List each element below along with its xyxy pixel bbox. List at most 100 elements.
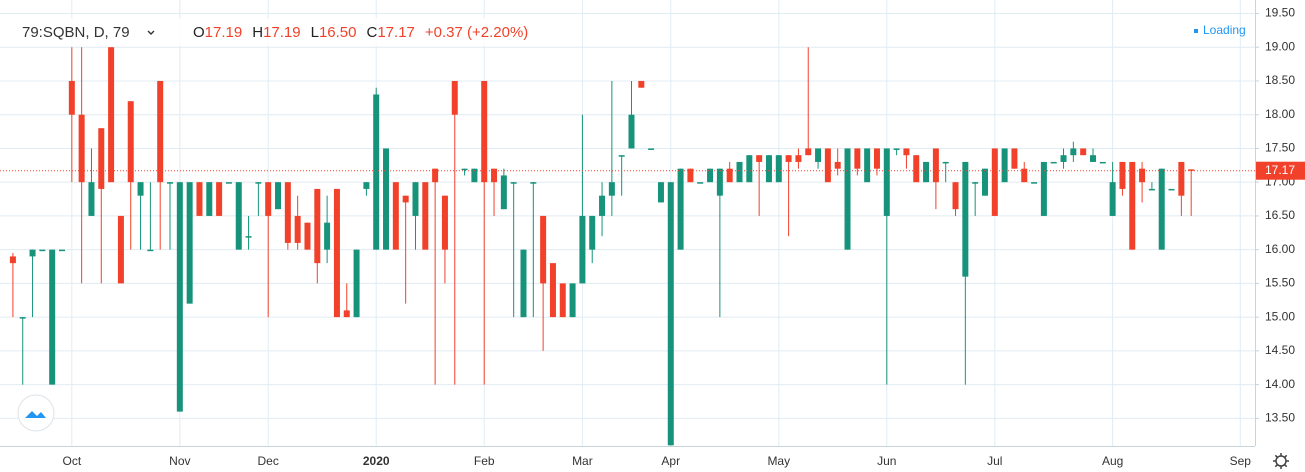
- field-label: O: [193, 24, 205, 41]
- candle-body: [491, 168, 498, 183]
- y-tick-label: 17.50: [1265, 141, 1295, 155]
- candle-body: [363, 182, 370, 189]
- candle-body: [883, 148, 890, 216]
- candle-body: [952, 182, 959, 210]
- candle-body: [1109, 182, 1116, 216]
- y-tick-label: 18.00: [1265, 107, 1295, 121]
- y-tick-label: 19.00: [1265, 39, 1295, 53]
- candle-body: [873, 148, 880, 169]
- candle-body: [893, 148, 900, 150]
- gear-teeth[interactable]: [1273, 453, 1289, 469]
- candle-body: [314, 188, 321, 264]
- y-tick-label: 15.50: [1265, 276, 1295, 290]
- candle-body: [1040, 161, 1047, 216]
- header-background: [14, 18, 582, 46]
- x-tick-label: May: [767, 454, 790, 468]
- candle-body: [265, 182, 272, 216]
- candle-body: [815, 148, 822, 162]
- candle-body: [579, 215, 586, 284]
- y-tick-label: 14.50: [1265, 343, 1295, 357]
- candle-body: [108, 47, 115, 183]
- candle-body: [697, 182, 704, 184]
- candle-body: [854, 148, 861, 169]
- candle-body: [864, 148, 871, 183]
- symbol: 79:SQBN, D, 79: [22, 24, 130, 41]
- candle-body: [1148, 188, 1155, 191]
- x-tick-label: Sep: [1230, 454, 1252, 468]
- candle-body: [147, 249, 154, 252]
- candle-body: [549, 263, 556, 318]
- field-label: H: [252, 24, 263, 41]
- logo-icon[interactable]: [25, 411, 46, 418]
- x-tick-label: Nov: [169, 454, 190, 468]
- candle-body: [117, 215, 124, 284]
- candle-body: [383, 148, 390, 250]
- logo-circle[interactable]: [17, 394, 55, 432]
- candle-body: [608, 182, 615, 196]
- x-tick-label: Aug: [1102, 454, 1123, 468]
- candle-body: [29, 249, 36, 257]
- candle-body: [461, 168, 468, 171]
- candle-body: [245, 236, 252, 238]
- candle-body: [1099, 161, 1106, 164]
- settings[interactable]: [1273, 453, 1289, 469]
- candle-body: [68, 80, 75, 115]
- last-price-label: 17.17: [1265, 163, 1295, 177]
- candle-body: [824, 148, 831, 183]
- candle-body: [765, 155, 772, 183]
- candle-body: [981, 168, 988, 196]
- field-value: 17.19: [205, 24, 243, 41]
- legend-header: 79:SQBN, D, 79 O 17.19 H 17.19 L 16.50 C 17.17 +…: [14, 18, 582, 46]
- candle-body: [343, 310, 350, 318]
- logo[interactable]: [17, 394, 55, 432]
- candle-body: [284, 182, 291, 243]
- candle-body: [1168, 188, 1175, 191]
- candle-body: [1050, 161, 1057, 164]
- x-tick-label: Jul: [987, 454, 1002, 468]
- candle-body: [756, 155, 763, 162]
- candle-body: [294, 215, 301, 243]
- candle-body: [59, 249, 66, 252]
- x-tick-label: Mar: [572, 454, 593, 468]
- candle-body: [39, 249, 46, 252]
- candle-body: [1178, 161, 1185, 196]
- candle-body: [972, 182, 979, 184]
- y-tick-label: 16.00: [1265, 242, 1295, 256]
- candle-body: [167, 182, 174, 184]
- candle-body: [746, 155, 753, 183]
- candle-body: [677, 168, 684, 250]
- candle-body: [569, 283, 576, 318]
- candle-body: [481, 80, 488, 183]
- candle-body: [589, 215, 596, 250]
- change: +0.37 (+2.20%): [425, 24, 528, 41]
- candle-body: [98, 128, 105, 189]
- candle-body: [648, 148, 655, 150]
- candle-body: [275, 182, 282, 210]
- candle-body: [1080, 148, 1087, 156]
- candle-body: [216, 182, 223, 216]
- candle-body: [559, 283, 566, 318]
- y-tick-label: 18.50: [1265, 73, 1295, 87]
- x-tick-label: 2020: [363, 454, 390, 468]
- last-price-box: [1256, 161, 1305, 180]
- candle-body: [137, 182, 144, 196]
- field-label: C: [367, 24, 378, 41]
- candle-body: [962, 161, 969, 277]
- field-value: 17.17: [377, 24, 415, 41]
- candle-body: [707, 168, 714, 183]
- candle-body: [441, 195, 448, 250]
- y-tick-label: 15.00: [1265, 309, 1295, 323]
- symbol-chevron[interactable]: [147, 30, 155, 35]
- candle-body: [638, 80, 645, 88]
- candle-body: [127, 101, 134, 183]
- candle-body: [520, 249, 527, 318]
- candle-body: [1089, 155, 1096, 162]
- x-tick-label: Apr: [661, 454, 680, 468]
- candle-body: [225, 182, 232, 184]
- candle-body: [304, 222, 311, 250]
- candle-body: [932, 148, 939, 183]
- candle-body: [844, 148, 851, 250]
- candle-body: [667, 182, 674, 446]
- candle-body: [1129, 161, 1136, 250]
